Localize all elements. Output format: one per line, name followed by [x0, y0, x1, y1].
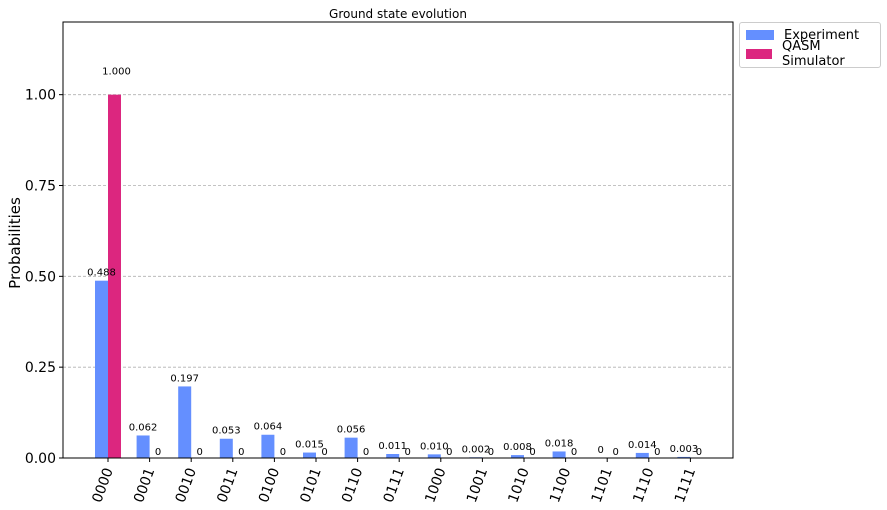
bar-value-label: 0.003 — [670, 444, 699, 455]
bar-value-label: 1.000 — [102, 67, 131, 78]
x-tick-label: 0001 — [131, 466, 158, 505]
bar-value-label: 0 — [238, 447, 244, 458]
bar-value-label: 0.014 — [628, 440, 657, 451]
bar-value-label: 0 — [321, 447, 327, 458]
bar-value-label: 0.002 — [462, 444, 491, 455]
bar — [344, 437, 358, 458]
legend-item-experiment: Experiment — [746, 26, 859, 44]
bar — [219, 438, 233, 458]
bar-value-label: 0 — [598, 445, 604, 456]
bar — [427, 454, 441, 458]
bar — [552, 451, 566, 458]
plot-frame — [62, 21, 734, 459]
bar-value-label: 0 — [197, 447, 203, 458]
bar-value-label: 0 — [696, 447, 702, 458]
y-axis-label: Probabilities — [6, 197, 24, 289]
bar-value-label: 0 — [571, 447, 577, 458]
bar — [95, 280, 108, 458]
bar-value-label: 0.053 — [212, 426, 241, 437]
bar-value-label: 0.010 — [420, 441, 449, 452]
x-tick-label: 0100 — [256, 466, 283, 505]
bar-value-label: 0 — [363, 447, 369, 458]
x-tick-label: 0110 — [339, 466, 366, 505]
bar-value-label: 0.011 — [378, 441, 407, 452]
y-tick-label: 1.00 — [25, 88, 56, 104]
bar-value-label: 0 — [488, 447, 494, 458]
bar — [303, 452, 316, 458]
x-tick-label: 0111 — [381, 466, 408, 505]
bar — [677, 456, 691, 458]
x-tick-label: 1000 — [422, 466, 449, 505]
bars — [95, 94, 691, 459]
bar — [108, 94, 121, 459]
legend-swatch-qasm-simulator — [746, 49, 773, 59]
bar — [136, 435, 150, 458]
bar-value-label: 0.197 — [170, 373, 199, 384]
bar-value-label: 0.008 — [503, 442, 532, 453]
bar-value-label: 0 — [613, 447, 619, 458]
x-tick-label: 0011 — [214, 466, 241, 505]
x-tick-label: 1001 — [464, 466, 491, 505]
y-tick-label: 0.25 — [25, 360, 56, 376]
bar — [635, 452, 649, 458]
x-tick-label: 0101 — [298, 466, 325, 505]
legend-label-experiment: Experiment — [784, 27, 860, 43]
bar-value-label: 0 — [446, 447, 452, 458]
legend-swatch-experiment — [746, 30, 774, 40]
bar-value-label: 0 — [654, 447, 660, 458]
axes — [62, 21, 734, 459]
bar-value-label: 0.018 — [545, 438, 574, 449]
legend-label-qasm-simulator: QASM Simulator — [782, 39, 845, 69]
bar — [261, 434, 275, 458]
bar-labels: 0.4881.0000.06200.19700.05300.06400.0150… — [87, 67, 702, 458]
bar-value-label: 0 — [529, 447, 535, 458]
chart-title: Ground state evolution — [329, 7, 467, 21]
x-tick-label: 0000 — [90, 466, 117, 505]
y-ticks: 0.00 0.25 0.50 0.75 1.00 — [25, 88, 63, 467]
y-tick-label: 0.50 — [25, 269, 56, 285]
bar-value-label: 0.015 — [295, 440, 324, 451]
x-tick-label: 1100 — [547, 466, 574, 505]
bar — [386, 454, 400, 458]
x-tick-label: 1111 — [672, 466, 699, 505]
bar-value-label: 0 — [280, 447, 286, 458]
bar-value-label: 0 — [405, 447, 411, 458]
x-tick-label: 0010 — [173, 466, 200, 505]
bar-value-label: 0 — [155, 447, 161, 458]
x-tick-label: 1010 — [506, 466, 533, 505]
bar — [178, 386, 192, 458]
x-ticks: 0000 0001 0010 0011 0100 0101 0110 0111 1000 1001… — [90, 458, 699, 505]
bar-value-label: 0.056 — [337, 425, 366, 436]
legend-item-qasm-simulator: QASM Simulator — [746, 39, 880, 69]
bar-value-label: 0.062 — [129, 422, 158, 433]
y-tick-label: 0.75 — [25, 179, 56, 195]
bar — [511, 455, 524, 458]
bar-value-label: 0.064 — [254, 422, 283, 433]
x-tick-label: 1101 — [589, 466, 616, 505]
y-tick-label: 0.00 — [25, 451, 56, 467]
x-tick-label: 1110 — [630, 466, 657, 505]
legend: Experiment QASM Simulator — [739, 22, 881, 69]
bar-value-label: 0.488 — [87, 268, 116, 279]
grid-lines — [63, 94, 733, 368]
